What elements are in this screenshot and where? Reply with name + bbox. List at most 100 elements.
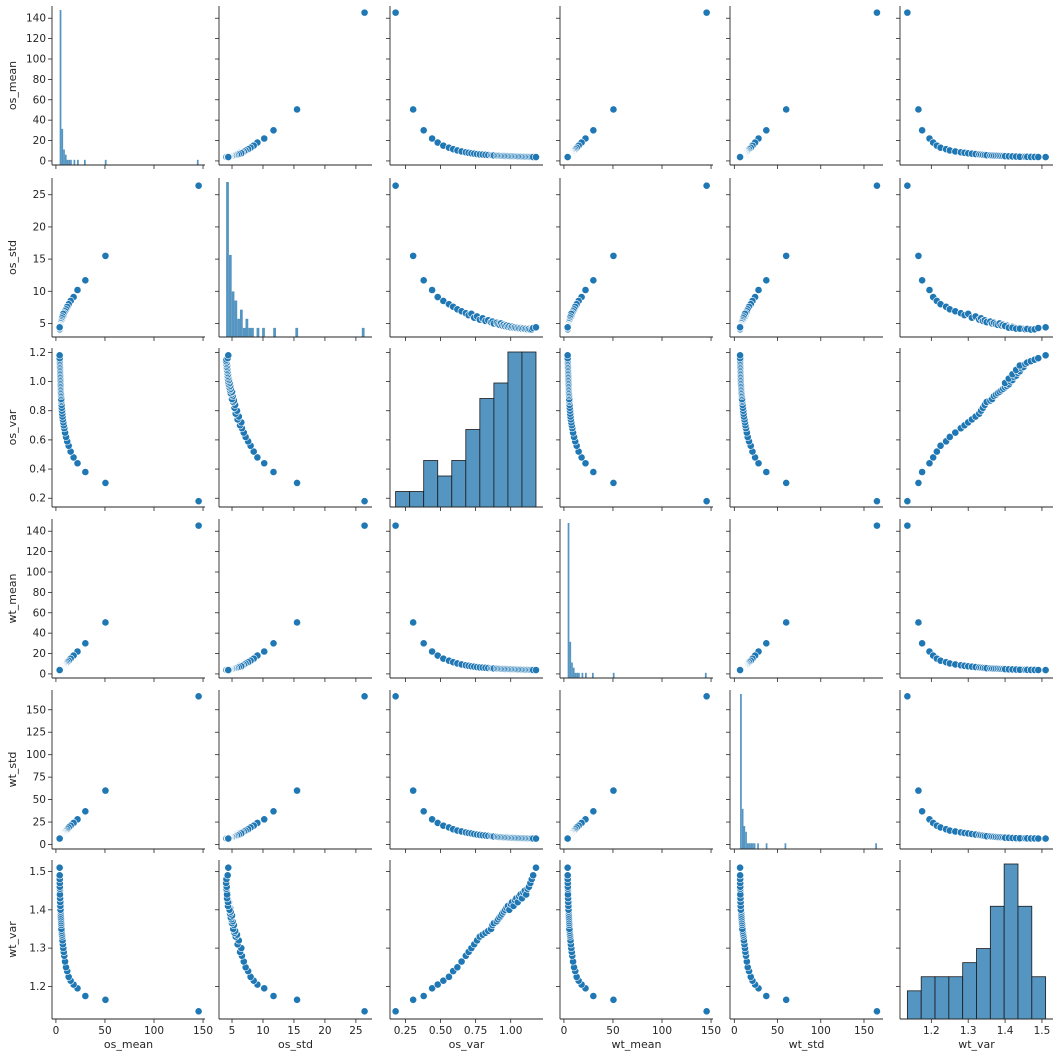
x-tick-label: 0.50 (429, 1025, 452, 1037)
scatter-point (269, 807, 278, 816)
scatter-point (73, 459, 82, 468)
hist-bar (1031, 976, 1047, 1020)
panel-wt_mean-vs-os_std (215, 519, 372, 682)
panel-os_std-vs-wt_var (896, 178, 1053, 341)
scatter-point (360, 1007, 369, 1016)
y-tick-label: 140 (26, 526, 46, 538)
hist-bar (753, 843, 756, 849)
scatter-point (360, 8, 369, 17)
scatter-point (782, 105, 791, 114)
hist-bar (752, 843, 754, 849)
hist-bar (451, 460, 467, 508)
x-tick-label: 20 (318, 1025, 331, 1037)
scatter-point (260, 984, 269, 993)
scatter-point (55, 863, 64, 872)
hist-bar (437, 475, 453, 508)
scatter-point (914, 479, 923, 487)
scatter-point (269, 468, 278, 476)
panel-wt_var-vs-os_std: 5 10 15 20 25 os_std (215, 860, 372, 1051)
panel-os_var-vs-os_var (386, 348, 543, 511)
scatter-point (391, 1007, 400, 1016)
panel-wt_std-vs-wt_std (726, 690, 883, 853)
y-tick-label: 1.2 (29, 347, 46, 359)
scatter-point (419, 126, 428, 135)
scatter-point (581, 286, 590, 294)
x-tick-label: 25 (349, 1025, 362, 1037)
hist-bar (251, 327, 254, 337)
x-tick-label: 1.3 (960, 1025, 977, 1037)
y-tick-label: 25 (33, 189, 46, 201)
scatter-point (194, 521, 203, 530)
y-tick-label: 50 (33, 794, 46, 806)
scatter-point (224, 153, 233, 161)
scatter-point (581, 459, 590, 468)
x-tick-label: 1.00 (499, 1025, 522, 1037)
scatter-point (532, 834, 540, 843)
scatter-point (932, 447, 941, 456)
panel-os_var-vs-wt_var (896, 348, 1053, 511)
scatter-point (762, 992, 771, 1000)
hist-bar (581, 672, 584, 678)
x-tick-label: 100 (652, 1025, 672, 1037)
hist-bar (262, 327, 265, 337)
scatter-point (419, 992, 428, 1000)
y-axis-label: wt_var (6, 921, 19, 958)
scatter-point (419, 807, 428, 816)
scatter-point (260, 134, 269, 143)
hist-bar (757, 843, 759, 849)
scatter-point (293, 479, 301, 487)
scatter-point (762, 276, 771, 285)
panel-os_mean-vs-wt_mean (556, 6, 713, 169)
x-tick-label: 50 (606, 1025, 619, 1037)
scatter-point (439, 976, 448, 985)
hist-bar (704, 672, 707, 678)
scatter-point (409, 105, 418, 114)
y-axis-label: wt_mean (6, 573, 19, 623)
y-axis-label: wt_std (6, 752, 19, 788)
scatter-point (409, 251, 418, 260)
y-tick-label: 20 (33, 221, 46, 233)
scatter-point (589, 992, 598, 1000)
scatter-point (702, 692, 711, 701)
scatter-point (532, 666, 540, 674)
scatter-point (609, 786, 618, 795)
scatter-point (563, 351, 572, 360)
scatter-point (609, 251, 618, 260)
x-tick-label: 5 (229, 1025, 236, 1037)
scatter-point (563, 871, 572, 880)
x-axis-label: wt_std (789, 1038, 825, 1051)
scatter-point (873, 497, 881, 506)
scatter-point (260, 815, 269, 824)
panel-os_var-vs-os_std (215, 348, 372, 511)
panel-wt_std-vs-os_std (215, 690, 372, 853)
x-tick-label: 0.75 (464, 1025, 487, 1037)
scatter-point (81, 276, 90, 285)
hist-bar (574, 672, 577, 678)
hist-bar (745, 831, 747, 849)
x-axis-label: wt_mean (611, 1038, 661, 1051)
panel-os_mean-vs-wt_std (726, 6, 883, 169)
scatter-point (918, 807, 927, 816)
y-tick-label: 40 (33, 115, 46, 127)
hist-bar (591, 672, 594, 678)
scatter-point (532, 863, 540, 872)
hist-bar (948, 976, 964, 1020)
scatter-point (589, 468, 598, 476)
hist-bar (228, 254, 232, 337)
hist-bar (612, 672, 615, 678)
scatter-point (782, 995, 791, 1004)
scatter-point (409, 995, 418, 1004)
scatter-point (736, 871, 745, 880)
scatter-point (428, 984, 437, 993)
y-tick-label: 15 (33, 254, 46, 266)
scatter-point (589, 807, 598, 816)
scatter-point (269, 639, 278, 648)
y-tick-label: 1.5 (29, 866, 46, 878)
panel-wt_var-vs-wt_mean: 0 50 100 150 wt_mean (556, 860, 721, 1051)
panel-wt_var-vs-os_mean: 1.2 1.3 1.4 1.5 wt_var 0 50 100 150 os_mean (6, 860, 213, 1051)
y-tick-label: 0.8 (29, 405, 46, 417)
scatter-point (1034, 324, 1043, 332)
x-tick-label: 1.4 (997, 1025, 1014, 1037)
panel-wt_std-vs-os_var (386, 690, 543, 853)
